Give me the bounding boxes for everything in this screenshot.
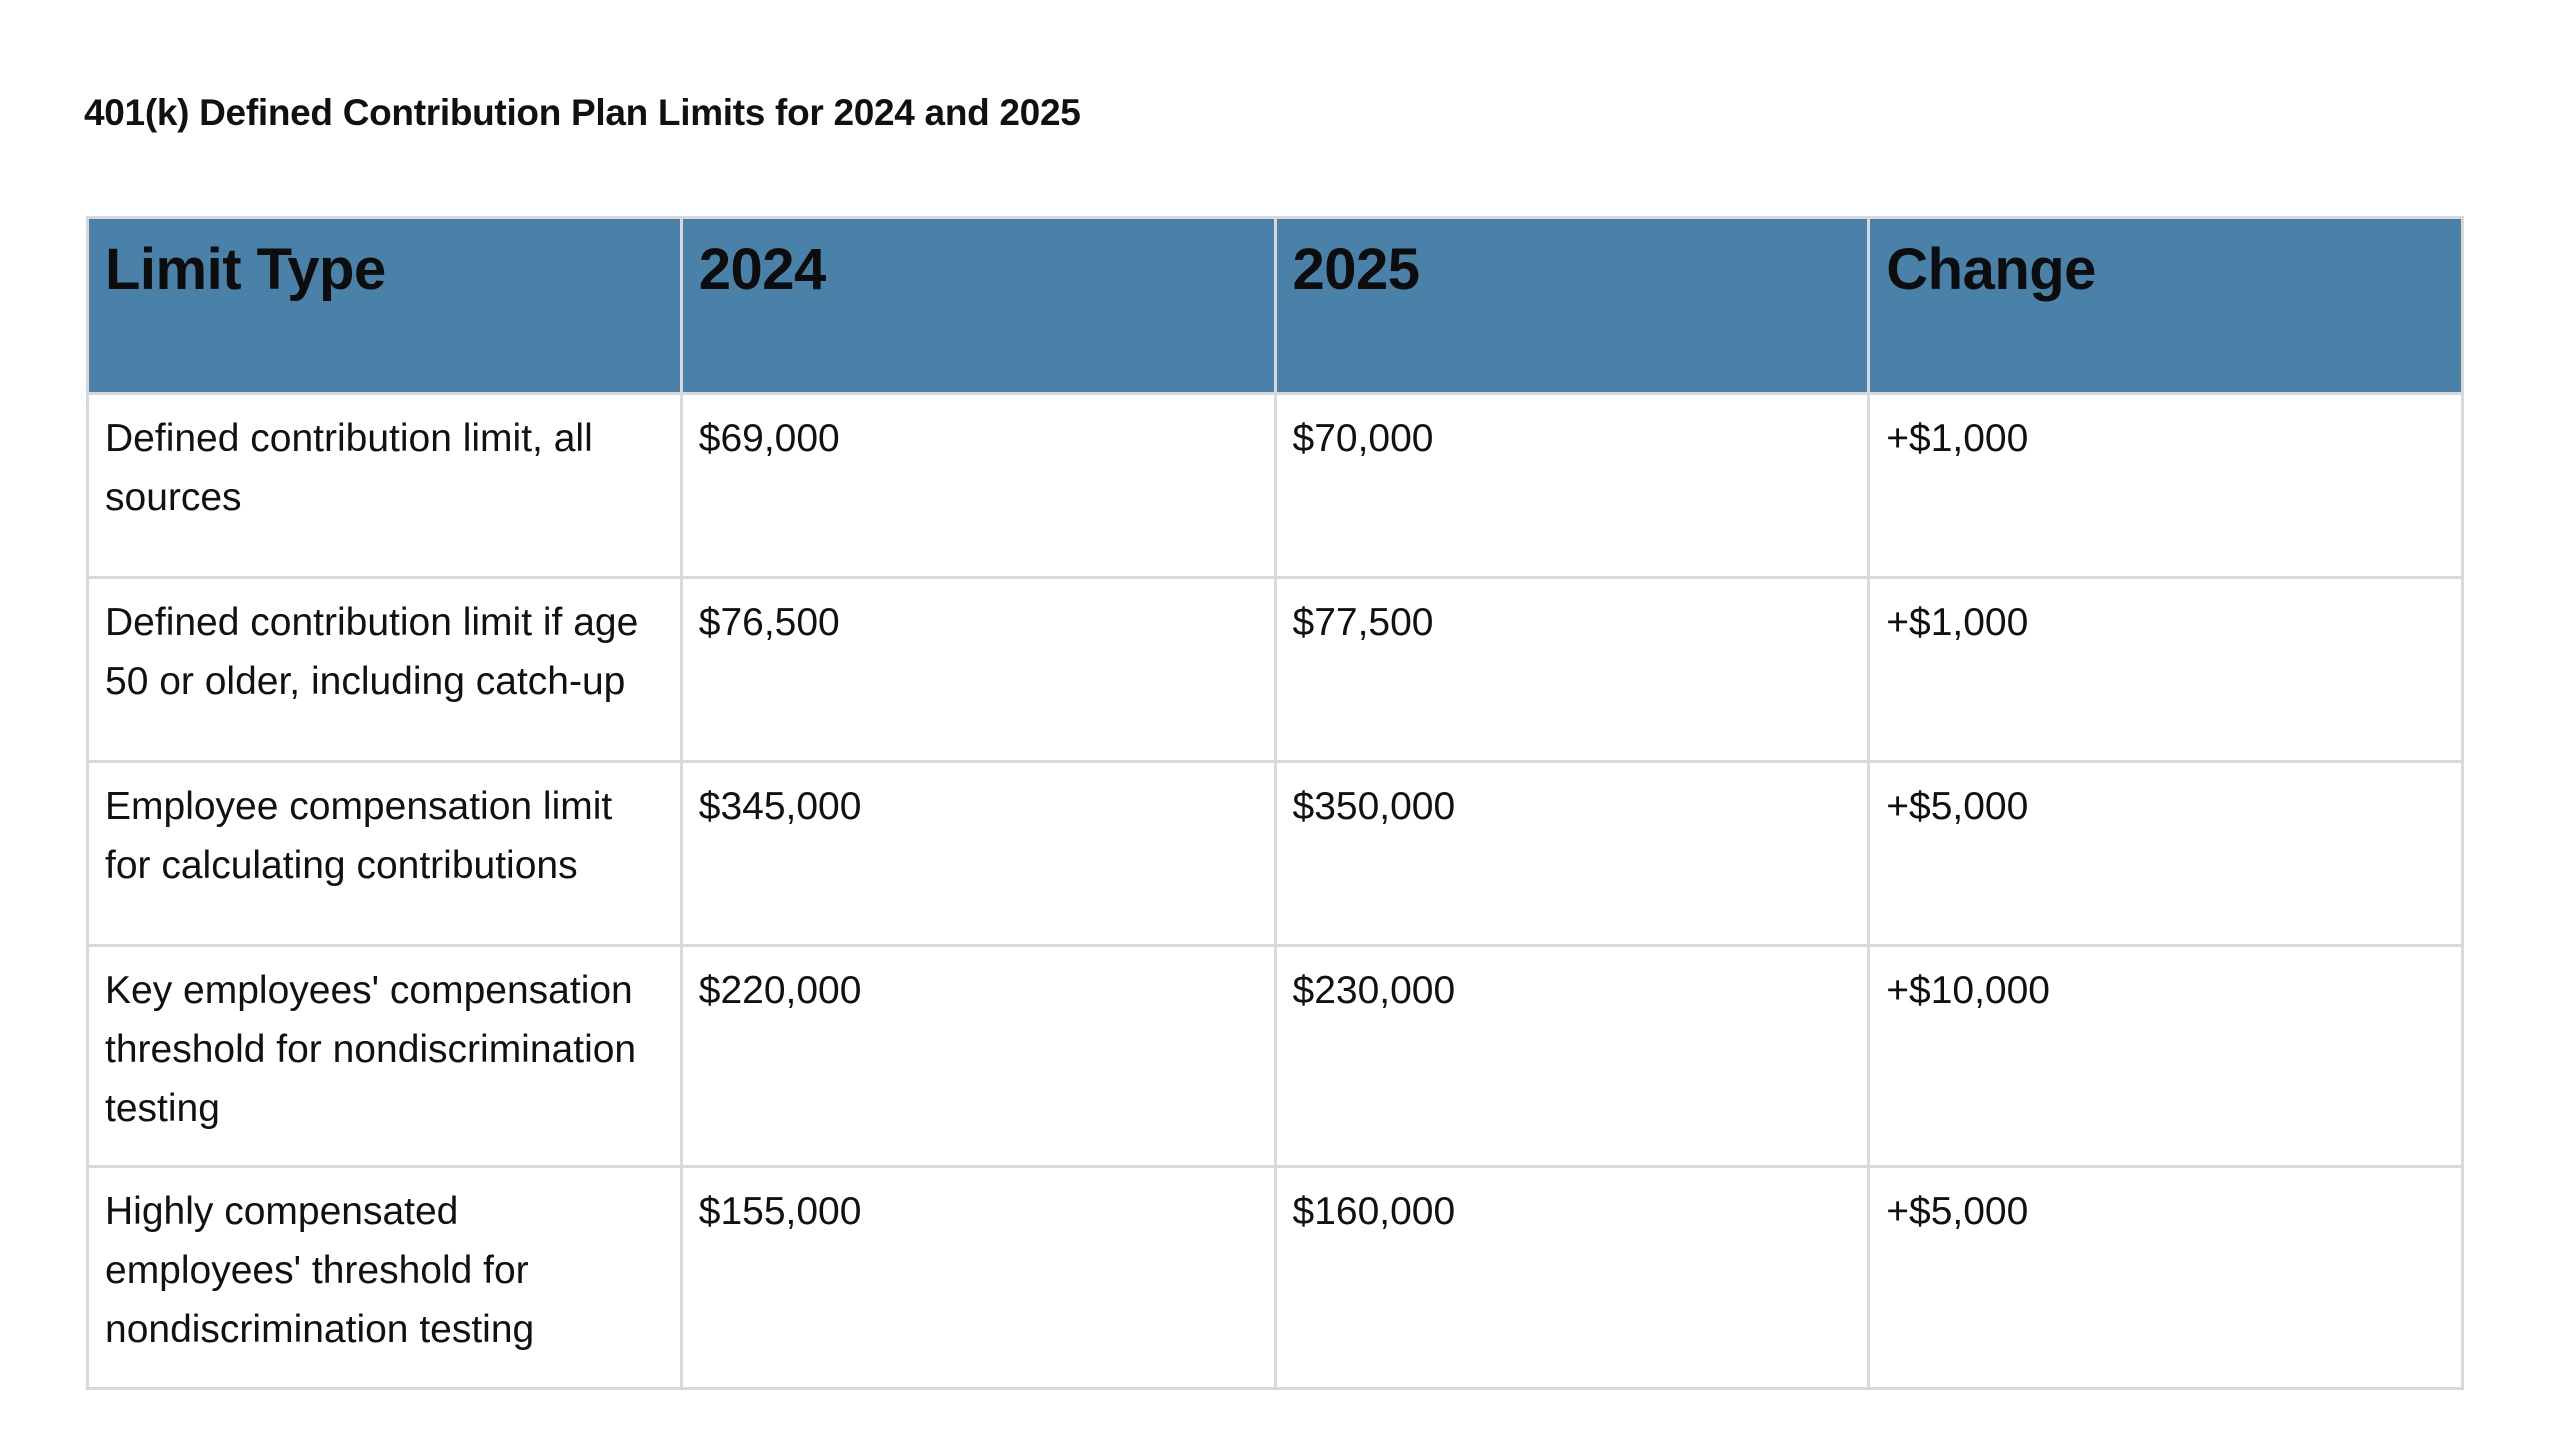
limit-type-cell: Key employees' compensation threshold fo…: [86, 944, 683, 1168]
change-cell: +$1,000: [1867, 392, 2464, 579]
table-row: Defined contribution limit if age 50 or …: [86, 576, 2464, 763]
limit-type-cell: Defined contribution limit if age 50 or …: [86, 576, 683, 763]
change-cell: +$5,000: [1867, 1165, 2464, 1390]
value-2024-cell: $76,500: [679, 576, 1277, 763]
table-row: Key employees' compensation threshold fo…: [86, 944, 2464, 1168]
change-cell: +$1,000: [1867, 576, 2464, 763]
table-row: Employee compensation limit for calculat…: [86, 760, 2464, 947]
value-2025-cell: $350,000: [1273, 760, 1871, 947]
limit-type-cell: Highly compensated employees' threshold …: [86, 1165, 683, 1390]
change-cell: +$10,000: [1867, 944, 2464, 1168]
value-2024-cell: $345,000: [679, 760, 1277, 947]
table-header-row: Limit Type 2024 2025 Change: [86, 216, 2464, 395]
contribution-limits-table: Limit Type 2024 2025 Change Defined cont…: [86, 216, 2464, 1390]
change-cell: +$5,000: [1867, 760, 2464, 947]
value-2025-cell: $230,000: [1273, 944, 1871, 1168]
value-2024-cell: $69,000: [679, 392, 1277, 579]
value-2024-cell: $220,000: [679, 944, 1277, 1168]
table-row: Defined contribution limit, all sources …: [86, 392, 2464, 579]
table-row: Highly compensated employees' threshold …: [86, 1165, 2464, 1390]
limit-type-cell: Employee compensation limit for calculat…: [86, 760, 683, 947]
header-2025: 2025: [1273, 216, 1871, 395]
value-2025-cell: $77,500: [1273, 576, 1871, 763]
document-title: 401(k) Defined Contribution Plan Limits …: [84, 92, 1081, 133]
limit-type-cell: Defined contribution limit, all sources: [86, 392, 683, 579]
value-2025-cell: $70,000: [1273, 392, 1871, 579]
value-2025-cell: $160,000: [1273, 1165, 1871, 1390]
header-limit-type: Limit Type: [86, 216, 683, 395]
value-2024-cell: $155,000: [679, 1165, 1277, 1390]
header-change: Change: [1867, 216, 2464, 395]
header-2024: 2024: [679, 216, 1277, 395]
